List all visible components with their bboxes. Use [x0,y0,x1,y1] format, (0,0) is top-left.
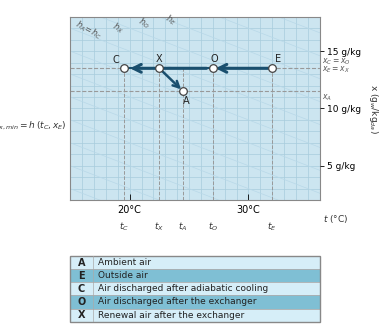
Bar [70,282,320,295]
Text: $t$ (°C): $t$ (°C) [323,213,349,225]
Text: C: C [78,284,85,294]
Text: Ambient air: Ambient air [98,258,151,267]
Y-axis label: x (g$_w$/kg$_{da}$): x (g$_w$/kg$_{da}$) [367,83,380,133]
Text: A: A [78,258,85,268]
Text: $t_O$: $t_O$ [208,221,218,233]
Text: Air discharged after the exchanger: Air discharged after the exchanger [98,297,256,307]
Text: $x_A$: $x_A$ [322,93,332,104]
Text: X: X [78,310,85,320]
Text: $h_O$: $h_O$ [136,15,152,32]
Text: X: X [156,54,163,64]
Text: $h_A\!=\!h_C$: $h_A\!=\!h_C$ [73,18,104,42]
Text: E: E [78,271,85,281]
Text: $h_X$: $h_X$ [110,20,126,36]
Text: $x_E = x_X$: $x_E = x_X$ [322,64,350,75]
Bar [70,309,320,322]
Text: E: E [275,54,281,64]
Text: $t_C$: $t_C$ [119,221,129,233]
Bar [70,269,320,282]
Bar [70,256,320,269]
Text: Air discharged after adiabatic cooling: Air discharged after adiabatic cooling [98,284,268,293]
Bar [70,295,320,309]
Text: $t_X$: $t_X$ [154,221,164,233]
Text: $t_E$: $t_E$ [268,221,277,233]
Text: O: O [77,297,85,307]
Text: $h_E$: $h_E$ [163,12,179,28]
Text: O: O [210,54,218,64]
Text: $t_A$: $t_A$ [178,221,188,233]
Text: $h_{x,min} = h\,(t_C, x_E)$: $h_{x,min} = h\,(t_C, x_E)$ [0,120,67,132]
Text: C: C [112,55,119,65]
Text: Outside air: Outside air [98,271,147,280]
Text: $x_C = x_O$: $x_C = x_O$ [322,56,351,67]
Text: Renewal air after the exchanger: Renewal air after the exchanger [98,311,244,320]
Text: A: A [183,96,190,106]
